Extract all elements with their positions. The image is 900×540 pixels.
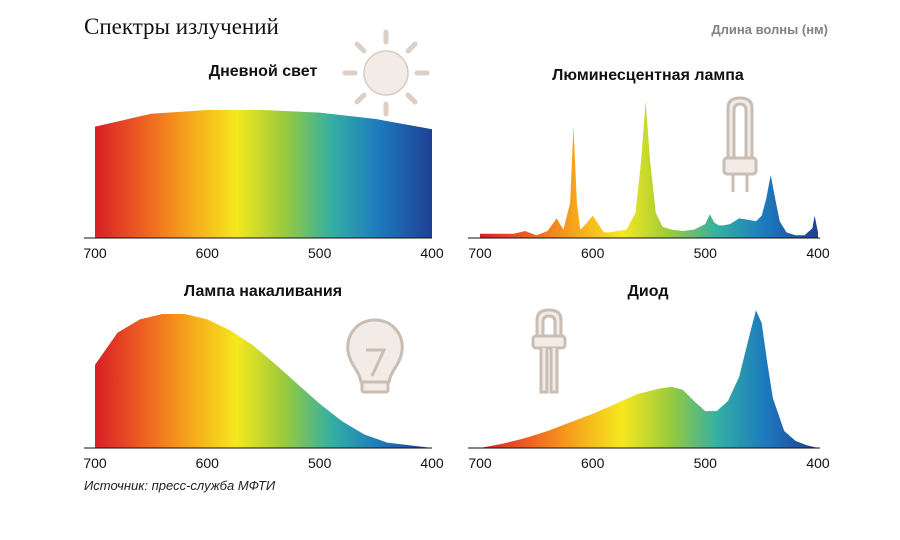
chart-title: Дневной свет xyxy=(209,63,318,80)
fluorescent-lamp-icon xyxy=(722,96,758,192)
x-tick-label: 500 xyxy=(694,245,718,261)
x-tick-label: 700 xyxy=(468,455,492,471)
light-bulb-icon xyxy=(346,318,404,394)
spectrum-area xyxy=(95,110,432,238)
sun-icon xyxy=(342,29,430,117)
x-tick-label: 700 xyxy=(83,245,107,261)
x-tick-label: 500 xyxy=(308,455,332,471)
chart-title: Лампа накаливания xyxy=(184,283,342,300)
spectrum-area xyxy=(95,314,432,448)
x-tick-label: 700 xyxy=(83,455,107,471)
x-tick-label: 600 xyxy=(196,245,220,261)
chart-title: Люминесцентная лампа xyxy=(552,67,744,84)
spectrum-area xyxy=(480,310,818,448)
chart-title: Диод xyxy=(628,283,669,300)
x-tick-label: 400 xyxy=(806,455,830,471)
x-tick-label: 500 xyxy=(694,455,718,471)
wavelength-unit-label: Длина волны (нм) xyxy=(711,22,828,37)
chart-fluorescent: Люминесцентная лампа 700 600 500 400 xyxy=(468,67,830,261)
x-tick-label: 400 xyxy=(806,245,830,261)
x-tick-label: 400 xyxy=(420,455,444,471)
x-tick-label: 600 xyxy=(581,245,605,261)
x-tick-label: 400 xyxy=(420,245,444,261)
chart-incandescent: Лампа накаливания 700 600 500 400 xyxy=(83,283,444,471)
spectrum-area xyxy=(480,100,818,238)
x-tick-label: 600 xyxy=(581,455,605,471)
x-tick-label: 700 xyxy=(468,245,492,261)
led-icon xyxy=(531,308,567,394)
chart-led: Диод 700 600 500 400 xyxy=(468,283,830,471)
x-tick-label: 600 xyxy=(196,455,220,471)
chart-daylight: Дневной свет 700 600 500 400 xyxy=(83,29,444,261)
page-title: Спектры излучений xyxy=(84,14,279,39)
source-caption: Источник: пресс-служба МФТИ xyxy=(84,478,276,493)
x-tick-label: 500 xyxy=(308,245,332,261)
